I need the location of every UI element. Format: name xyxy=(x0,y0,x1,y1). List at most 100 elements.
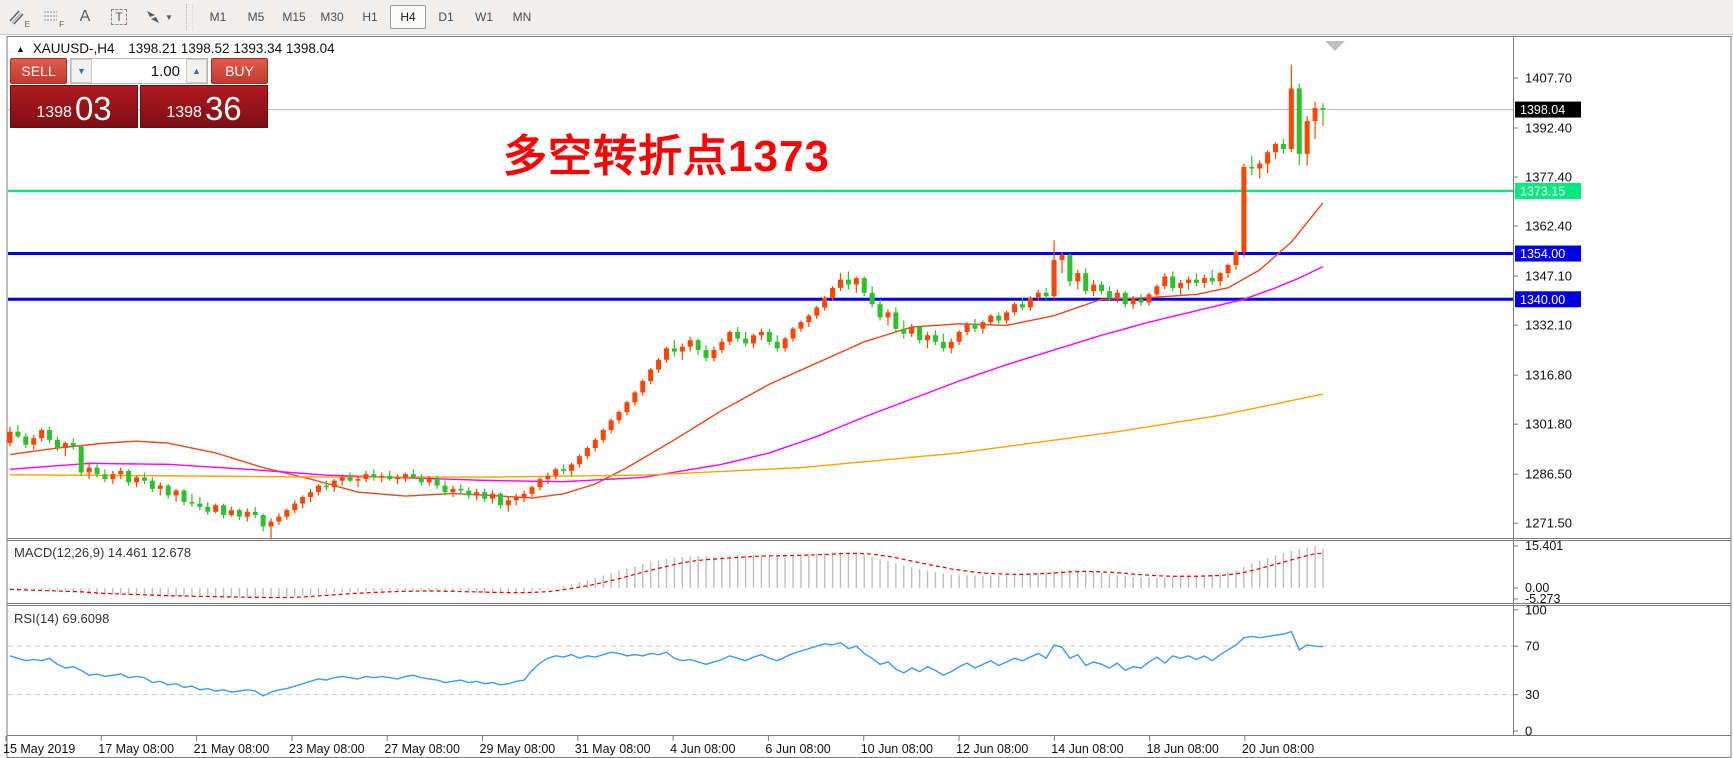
candle-body xyxy=(671,348,677,352)
candle-body xyxy=(1138,299,1144,303)
candle-body xyxy=(1280,144,1286,149)
candle-body xyxy=(584,448,590,457)
candle-body xyxy=(1233,251,1239,265)
buy-price-panel[interactable]: 1398 36 xyxy=(140,85,268,128)
candle-body xyxy=(695,340,701,350)
candle-body xyxy=(837,279,843,288)
tab-timeframe-d1[interactable]: D1 xyxy=(438,10,454,24)
candle-body xyxy=(885,312,891,318)
candle-body xyxy=(1273,144,1279,153)
candle-body xyxy=(86,467,92,473)
text-icon[interactable]: A xyxy=(79,8,91,25)
candle-body xyxy=(743,338,749,344)
candle-body xyxy=(260,515,266,527)
candle-body xyxy=(893,312,899,329)
tab-timeframe-w1[interactable]: W1 xyxy=(475,10,493,24)
price-tick-label: 1377.40 xyxy=(1525,170,1572,185)
buy-button[interactable]: BUY xyxy=(211,58,268,84)
tool-sub-label: E xyxy=(24,20,30,29)
rsi-tick-label: 70 xyxy=(1525,639,1539,654)
candle-body xyxy=(1067,255,1073,282)
macd-tick-label: 15.401 xyxy=(1525,539,1563,553)
candle-body xyxy=(869,292,875,305)
arrows-icon[interactable]: ▼ xyxy=(137,4,179,30)
sell-price-small: 1398 xyxy=(36,104,72,121)
candle-body xyxy=(205,506,211,512)
candle-body xyxy=(545,475,551,480)
chart-shift-marker-icon[interactable] xyxy=(1325,41,1345,51)
macd-indicator-label: MACD(12,26,9) 14.461 12.678 xyxy=(14,545,192,560)
candle-body xyxy=(956,331,962,342)
candle-body xyxy=(925,335,931,341)
text-label-icon[interactable]: T xyxy=(103,4,135,30)
volume-increase-button[interactable]: ▲ xyxy=(186,59,207,83)
tab-timeframe-m30[interactable]: M30 xyxy=(320,10,344,24)
candle-body xyxy=(363,474,369,480)
sell-button[interactable]: SELL xyxy=(10,58,67,84)
candle-body xyxy=(1154,286,1160,295)
level-price-badge xyxy=(1515,245,1581,262)
candle-body xyxy=(616,412,622,421)
candle-body xyxy=(181,490,187,502)
candle-body xyxy=(221,505,227,516)
candle-body xyxy=(308,492,314,498)
tab-timeframe-h4[interactable]: H4 xyxy=(390,5,426,29)
arrows-dropdown-caret[interactable]: ▼ xyxy=(165,12,173,22)
candle-body xyxy=(917,327,923,341)
toolbar-separator xyxy=(186,4,193,30)
fibonacci-retracement-icon[interactable]: F xyxy=(35,4,67,30)
candle-body xyxy=(727,331,733,342)
price-tick-label: 1392.40 xyxy=(1525,121,1572,136)
candle-body xyxy=(228,510,234,516)
expand-arrow-icon[interactable]: ▲ xyxy=(16,44,25,54)
candle-body xyxy=(458,488,464,491)
candle-body xyxy=(1122,292,1128,305)
candle-body xyxy=(687,340,693,347)
equidistant-channel-icon[interactable]: E xyxy=(1,4,33,30)
candle-body xyxy=(1043,292,1049,297)
candle-body xyxy=(877,304,883,318)
candle-body xyxy=(774,341,780,349)
tab-timeframe-mn[interactable]: MN xyxy=(512,10,532,24)
candle-body xyxy=(31,438,37,445)
time-tick-label: 4 Jun 08:00 xyxy=(670,742,735,756)
candle-body xyxy=(1193,279,1199,283)
candle-body xyxy=(395,477,401,480)
candle-body xyxy=(624,402,630,413)
macd-signal-line xyxy=(9,552,1323,599)
candle-body xyxy=(719,341,725,350)
volume-input[interactable] xyxy=(92,59,186,83)
candle-body xyxy=(529,487,535,494)
candle-body xyxy=(197,503,203,507)
volume-decrease-button[interactable]: ▼ xyxy=(71,59,92,83)
buy-price-big: 36 xyxy=(204,90,242,127)
candle-body xyxy=(1059,255,1065,261)
candle-body xyxy=(1320,108,1326,110)
sell-price-panel[interactable]: 1398 03 xyxy=(10,85,138,128)
candle-body xyxy=(118,470,124,475)
text-label-glyph: T xyxy=(111,9,127,25)
candle-body xyxy=(252,511,258,516)
candle-body xyxy=(576,456,582,465)
candle-body xyxy=(932,335,938,342)
candle-body xyxy=(426,479,432,483)
price-tick-label: 1316.80 xyxy=(1525,368,1572,383)
candle-body xyxy=(173,490,179,496)
time-tick-label: 23 May 08:00 xyxy=(289,742,365,756)
candle-body xyxy=(964,323,970,332)
candle-body xyxy=(972,323,978,329)
tab-timeframe-h1[interactable]: H1 xyxy=(362,10,378,24)
candle-body xyxy=(323,485,329,488)
candle-body xyxy=(1035,292,1041,298)
candle-body xyxy=(54,439,60,449)
candle-body xyxy=(1201,278,1207,283)
candle-body xyxy=(149,480,155,489)
time-tick-label: 10 Jun 08:00 xyxy=(861,742,933,756)
tab-timeframe-m1[interactable]: M1 xyxy=(209,10,227,24)
tab-timeframe-m5[interactable]: M5 xyxy=(247,10,265,24)
chart-window-frame xyxy=(6,36,1732,758)
tab-timeframe-m15[interactable]: M15 xyxy=(282,10,306,24)
candle-body xyxy=(1312,108,1318,122)
tool-sub-label: F xyxy=(59,20,64,29)
